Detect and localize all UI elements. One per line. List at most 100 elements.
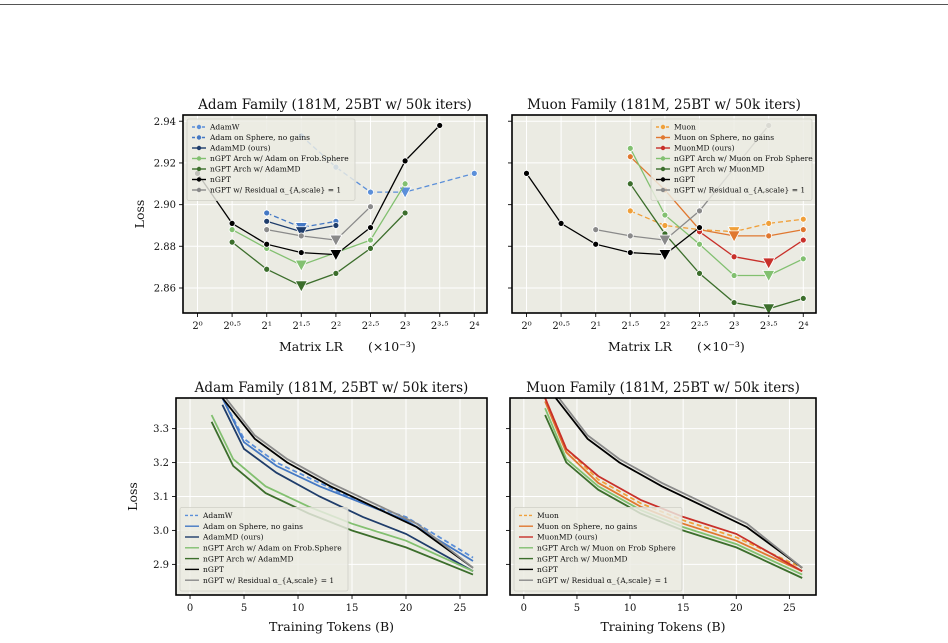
data-point xyxy=(626,153,634,161)
series-2 xyxy=(544,401,803,573)
data-point xyxy=(228,226,236,234)
data-point xyxy=(765,219,773,227)
data-point xyxy=(799,236,807,244)
best-marker xyxy=(329,249,343,262)
series-6 xyxy=(554,397,803,569)
data-point xyxy=(297,232,305,240)
legend-entry: MuonMD (ours) xyxy=(674,144,735,153)
x-tick-label: 10 xyxy=(624,603,637,614)
y-tick-label: 2.92 xyxy=(154,158,176,169)
x-tick-label: 2⁰·⁵ xyxy=(552,321,570,332)
x-tick-label: 2³·⁵ xyxy=(760,321,778,332)
legend-entry: nGPT xyxy=(537,565,558,574)
x-axis-label: Training Tokens (B) xyxy=(600,619,725,634)
data-point xyxy=(263,217,271,225)
x-axis-unit: (×10⁻³) xyxy=(697,339,745,354)
best-marker xyxy=(294,280,308,293)
legend-marker xyxy=(196,135,202,140)
series-line xyxy=(221,397,474,569)
x-tick-label: 2¹·⁵ xyxy=(622,321,640,332)
y-tick-label: 2.94 xyxy=(154,117,176,128)
data-point xyxy=(799,255,807,263)
series-3 xyxy=(263,217,340,239)
x-tick-label: 15 xyxy=(677,603,690,614)
series-line xyxy=(221,404,474,572)
data-point xyxy=(263,240,271,248)
x-tick-label: 2² xyxy=(660,321,670,332)
top-rule xyxy=(0,4,948,5)
legend-marker xyxy=(660,177,666,182)
legend-marker xyxy=(196,124,202,130)
series-2 xyxy=(221,397,474,562)
x-tick-label: 2²·⁵ xyxy=(362,321,380,332)
legend-entry: nGPT xyxy=(210,175,231,184)
best-marker xyxy=(658,249,672,262)
series-7 xyxy=(224,397,474,569)
legend-entry: nGPT w/ Residual α_{A,scale} = 1 xyxy=(203,576,334,585)
data-point xyxy=(263,265,271,273)
x-tick-label: 2³·⁵ xyxy=(431,321,449,332)
data-point xyxy=(367,236,374,244)
x-tick-label: 2⁴ xyxy=(469,321,479,332)
data-point xyxy=(626,207,634,215)
legend-entry: Muon xyxy=(674,123,696,132)
x-tick-label: 5 xyxy=(241,603,247,614)
series-6 xyxy=(221,397,474,569)
best-marker xyxy=(294,259,308,272)
data-point xyxy=(557,219,565,227)
x-tick-label: 2⁴ xyxy=(798,321,808,332)
series-1 xyxy=(221,397,474,559)
x-tick-label: 2² xyxy=(331,321,341,332)
chart-title: Muon Family (181M, 25BT w/ 50k iters) xyxy=(526,380,800,396)
x-tick-label: 2¹·⁵ xyxy=(293,321,311,332)
legend-marker xyxy=(660,145,666,151)
legend-entry: Muon xyxy=(537,511,559,520)
legend-entry: nGPT Arch w/ MuonMD xyxy=(537,554,628,563)
data-point xyxy=(228,238,236,246)
x-tick-label: 2²·⁵ xyxy=(691,321,709,332)
series-line xyxy=(630,210,804,233)
y-tick-label: 3.1 xyxy=(153,492,169,503)
series-line xyxy=(629,148,804,277)
legend-entry: Muon on Sphere, no gains xyxy=(674,133,774,142)
data-point xyxy=(730,253,738,261)
data-point xyxy=(470,169,478,177)
data-point xyxy=(367,203,374,211)
x-tick-label: 25 xyxy=(783,603,796,614)
x-tick-label: 2³ xyxy=(400,321,410,332)
x-axis-label: Matrix LR xyxy=(279,339,344,354)
data-point xyxy=(696,224,703,231)
legend-marker xyxy=(660,166,666,172)
legend-entry: nGPT w/ Residual α_{A,scale} = 1 xyxy=(674,186,805,195)
data-point xyxy=(661,211,669,219)
best-marker xyxy=(762,270,776,283)
legend-marker xyxy=(196,166,202,172)
plot-frame xyxy=(175,397,488,596)
y-tick-label: 3.3 xyxy=(153,424,169,435)
x-tick-label: 2⁰ xyxy=(192,321,202,332)
legend: AdamW Adam on Sphere, no gains AdamMD (our… xyxy=(179,506,349,592)
legend-box xyxy=(650,118,813,201)
y-tick-label: 2.9 xyxy=(153,560,169,571)
series-line xyxy=(558,397,803,569)
series-line xyxy=(231,183,406,266)
legend-entry: AdamW xyxy=(209,123,240,132)
legend-marker xyxy=(660,156,666,161)
data-point xyxy=(228,219,236,227)
data-point xyxy=(523,169,530,177)
plot-frame xyxy=(509,397,817,596)
x-tick-label: 0 xyxy=(187,603,193,614)
x-axis-label: Training Tokens (B) xyxy=(269,619,394,634)
series-3 xyxy=(221,404,474,572)
legend-entry: Muon on Sphere, no gains xyxy=(537,522,637,531)
data-point xyxy=(401,180,409,188)
data-point xyxy=(626,180,634,188)
series-line xyxy=(224,397,474,569)
series-line xyxy=(221,397,474,562)
best-marker xyxy=(762,257,776,270)
legend-entry: nGPT Arch w/ Adam on Frob.Sphere xyxy=(203,544,342,553)
series-7 xyxy=(558,397,803,569)
